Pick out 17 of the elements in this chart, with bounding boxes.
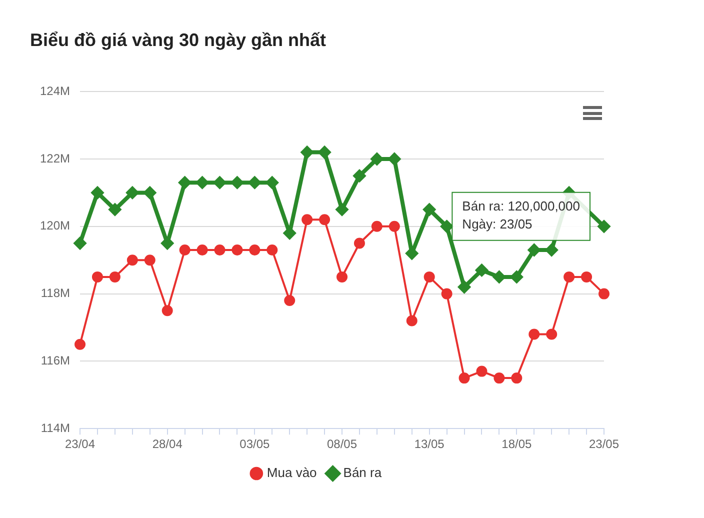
y-tick-label: 124M <box>40 84 70 98</box>
x-tick-label: 28/04 <box>152 437 183 452</box>
y-tick-label: 118M <box>40 286 70 300</box>
y-tick-label: 122M <box>40 151 70 166</box>
x-tick-label: 23/05 <box>588 437 620 452</box>
annotation: Bán ra: 120,000,000 Ngày: 23/05 <box>462 198 580 232</box>
legend-label: Bán ra <box>343 465 382 480</box>
legend-label: Mua vào <box>266 465 317 480</box>
x-tick-label: 18/05 <box>502 437 532 452</box>
x-tick-label: 23/04 <box>65 437 96 452</box>
x-tick-label: 03/05 <box>240 437 270 452</box>
y-tick-label: 120M <box>40 218 70 233</box>
y-tick-label: 114M <box>40 420 70 435</box>
x-tick-label: 08/05 <box>326 437 358 452</box>
chart-title: Biểu đồ giá vàng 30 ngày gần nhất <box>30 30 326 50</box>
y-tick-label: 116M <box>40 354 70 368</box>
x-tick-label: 13/05 <box>414 437 445 452</box>
